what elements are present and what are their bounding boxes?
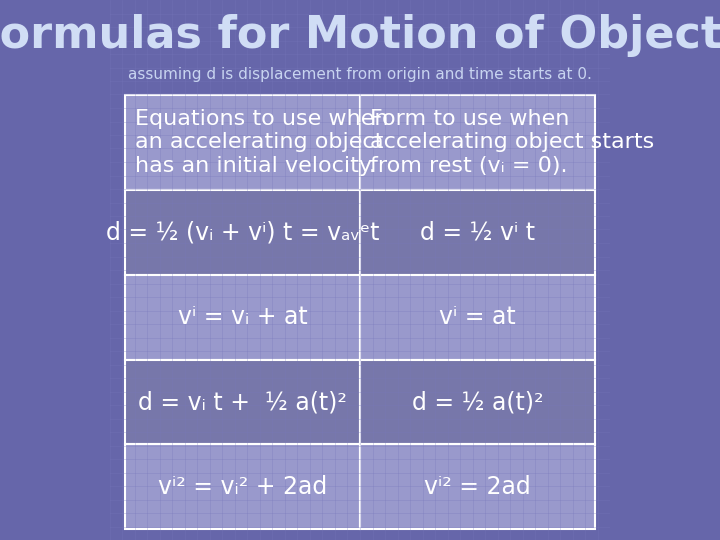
- Text: d = ½ a(t)²: d = ½ a(t)²: [412, 390, 544, 414]
- Text: assuming d is displacement from origin and time starts at 0.: assuming d is displacement from origin a…: [128, 67, 592, 82]
- Text: Formulas for Motion of Objects: Formulas for Motion of Objects: [0, 14, 720, 57]
- Text: d = ½ (vᵢ + vⁱ) t = vₐᵥᵉt: d = ½ (vᵢ + vⁱ) t = vₐᵥᵉt: [106, 220, 379, 245]
- FancyBboxPatch shape: [125, 190, 360, 275]
- FancyBboxPatch shape: [360, 444, 595, 529]
- Text: vⁱ = at: vⁱ = at: [439, 305, 516, 329]
- FancyBboxPatch shape: [360, 360, 595, 444]
- FancyBboxPatch shape: [360, 275, 595, 360]
- Text: vⁱ² = vᵢ² + 2ad: vⁱ² = vᵢ² + 2ad: [158, 475, 327, 499]
- FancyBboxPatch shape: [125, 360, 360, 444]
- FancyBboxPatch shape: [125, 94, 360, 190]
- FancyBboxPatch shape: [360, 190, 595, 275]
- Text: vⁱ² = 2ad: vⁱ² = 2ad: [424, 475, 531, 499]
- FancyBboxPatch shape: [125, 275, 360, 360]
- FancyBboxPatch shape: [125, 444, 360, 529]
- Text: Equations to use when
an accelerating object
has an initial velocity.: Equations to use when an accelerating ob…: [135, 109, 388, 176]
- FancyBboxPatch shape: [360, 94, 595, 190]
- Text: vⁱ = vᵢ + at: vⁱ = vᵢ + at: [178, 305, 307, 329]
- Text: d = ½ vⁱ t: d = ½ vⁱ t: [420, 220, 535, 245]
- Text: Form to use when
accelerating object starts
from rest (vᵢ = 0).: Form to use when accelerating object sta…: [370, 109, 654, 176]
- Text: d = vᵢ t +  ½ a(t)²: d = vᵢ t + ½ a(t)²: [138, 390, 347, 414]
